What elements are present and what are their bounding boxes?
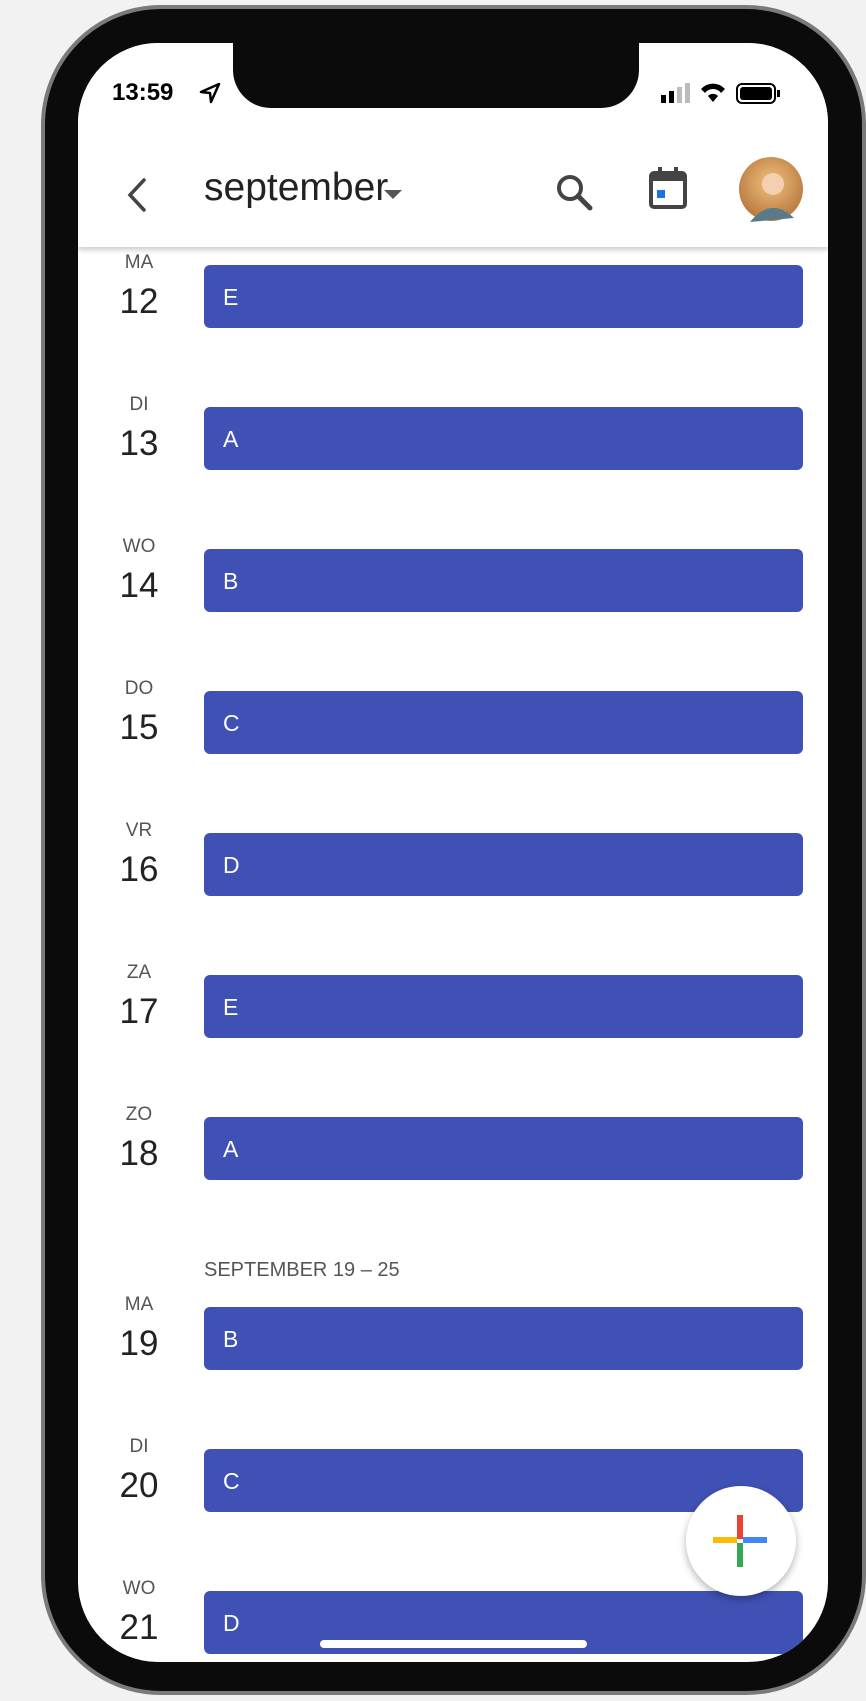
event[interactable]: D xyxy=(204,833,803,896)
back-button[interactable] xyxy=(122,175,152,215)
weekday: ZA xyxy=(126,962,152,983)
event[interactable]: A xyxy=(204,1117,803,1180)
agenda-list: MA 12 E DI 13 A WO 14 B DO 15 C VR 16 D ZA 17 E ZO 18 A SEPTE… xyxy=(78,43,828,1662)
create-button[interactable] xyxy=(686,1486,796,1596)
event[interactable]: C xyxy=(204,691,803,754)
weekday: DO xyxy=(124,678,154,699)
dropdown-arrow[interactable] xyxy=(382,187,404,201)
event-title: B xyxy=(223,1326,239,1352)
event[interactable]: B xyxy=(204,1307,803,1370)
event-title: C xyxy=(223,710,240,736)
event-title: A xyxy=(223,1136,239,1162)
event[interactable]: E xyxy=(204,265,803,328)
weekday: DI xyxy=(129,1436,149,1457)
status-icons xyxy=(661,83,780,104)
event-title: E xyxy=(223,994,239,1020)
weekday: ZO xyxy=(125,1104,153,1125)
weekday: WO xyxy=(122,536,156,557)
location-icon xyxy=(199,82,221,104)
day-number: 12 xyxy=(119,282,159,321)
weekday: MA xyxy=(124,252,154,273)
day-number: 14 xyxy=(119,566,159,605)
event-title: E xyxy=(223,284,239,310)
event-title: B xyxy=(223,568,239,594)
search-button[interactable] xyxy=(553,171,595,213)
notch xyxy=(233,43,639,108)
weekday: DI xyxy=(129,394,149,415)
status-time: 13:59 xyxy=(112,79,174,106)
day-number: 18 xyxy=(119,1134,159,1173)
weekday: MA xyxy=(124,1294,154,1315)
day-number: 13 xyxy=(119,424,159,463)
avatar[interactable] xyxy=(738,156,804,222)
day-number: 21 xyxy=(119,1608,159,1647)
event-title: A xyxy=(223,426,239,452)
weekday: WO xyxy=(122,1578,156,1599)
event-title: D xyxy=(223,852,240,878)
event[interactable]: A xyxy=(204,407,803,470)
month-title[interactable]: september xyxy=(204,166,389,209)
event-title: D xyxy=(223,1610,240,1636)
weekday: VR xyxy=(125,820,153,841)
home-indicator xyxy=(320,1640,587,1648)
event[interactable]: B xyxy=(204,549,803,612)
event-title: C xyxy=(223,1468,240,1494)
screen: MA 12 E DI 13 A WO 14 B DO 15 C VR 16 D ZA 17 E ZO 18 A SEPTE… xyxy=(78,43,828,1662)
event[interactable]: E xyxy=(204,975,803,1038)
week-heading: SEPTEMBER 19 – 25 xyxy=(204,1259,400,1281)
today-button[interactable] xyxy=(647,165,689,211)
day-number: 15 xyxy=(119,708,159,747)
day-number: 20 xyxy=(119,1466,159,1505)
day-number: 17 xyxy=(119,992,159,1031)
day-number: 19 xyxy=(119,1324,159,1363)
day-number: 16 xyxy=(119,850,159,889)
